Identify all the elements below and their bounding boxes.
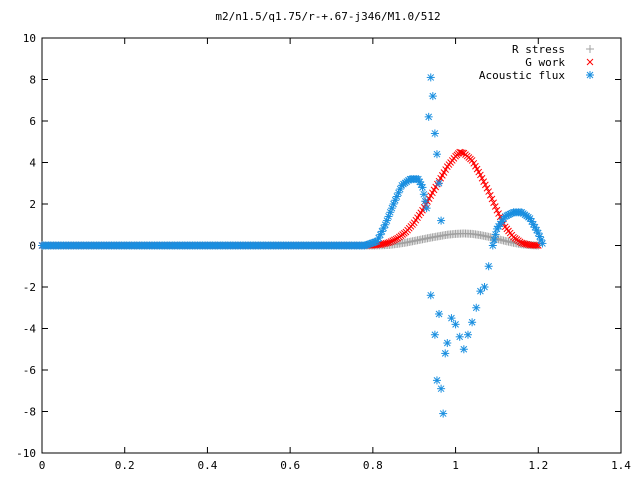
- data-point: [490, 235, 499, 244]
- x-tick-label: 0: [39, 459, 46, 472]
- data-point: [463, 330, 472, 339]
- data-point: [430, 330, 439, 339]
- data-point: [486, 191, 494, 199]
- data-point: [483, 184, 491, 192]
- x-tick-label: 0.2: [115, 459, 135, 472]
- data-point: [472, 303, 481, 312]
- data-point: [441, 349, 450, 358]
- y-tick-label: -8: [23, 406, 36, 419]
- data-point: [480, 283, 489, 291]
- data-point: [488, 195, 496, 203]
- data-point: [459, 345, 468, 354]
- y-tick-label: -4: [23, 323, 37, 336]
- legend-marker: [586, 71, 594, 79]
- data-point: [535, 232, 544, 241]
- y-tick-label: 10: [23, 32, 36, 45]
- data-point: [432, 376, 441, 385]
- data-point: [428, 92, 437, 101]
- legend-label: Acoustic flux: [479, 69, 565, 82]
- data-point: [426, 291, 435, 300]
- data-point: [480, 178, 488, 185]
- data-point: [386, 239, 393, 246]
- data-point: [493, 206, 501, 214]
- data-point: [491, 230, 500, 239]
- data-point: [455, 332, 464, 341]
- legend-label: G work: [525, 56, 565, 69]
- legend-label: R stress: [512, 43, 565, 56]
- data-point: [443, 339, 452, 348]
- data-point: [426, 73, 435, 82]
- data-point: [481, 181, 489, 189]
- chart-title: m2/n1.5/q1.75/r-+.67-j346/M1.0/512: [215, 10, 440, 23]
- data-point: [490, 199, 497, 207]
- y-tick-label: 8: [29, 74, 36, 87]
- y-tick-label: -2: [23, 281, 36, 294]
- data-point: [491, 203, 499, 210]
- data-point: [538, 239, 547, 248]
- y-tick-label: -10: [16, 447, 36, 460]
- data-point: [447, 314, 456, 323]
- x-tick-label: 0.6: [280, 459, 300, 472]
- data-point: [392, 235, 400, 243]
- data-point: [478, 174, 486, 182]
- data-point: [421, 197, 430, 206]
- x-tick-label: 0.4: [197, 459, 217, 472]
- x-tick-label: 1: [452, 459, 459, 472]
- y-tick-label: 0: [29, 240, 36, 253]
- data-point: [439, 409, 448, 418]
- data-point: [484, 262, 493, 271]
- data-point: [477, 171, 484, 179]
- data-point: [389, 237, 397, 245]
- data-point: [451, 320, 460, 329]
- x-tick-label: 1.4: [611, 459, 631, 472]
- legend-marker: [586, 58, 594, 66]
- data-point: [419, 190, 428, 199]
- data-point: [437, 216, 446, 225]
- data-point: [414, 175, 423, 184]
- data-point: [424, 112, 433, 121]
- data-point: [437, 384, 446, 393]
- data-point: [495, 210, 502, 217]
- legend-marker: [586, 45, 594, 53]
- y-tick-label: 4: [29, 157, 36, 170]
- data-point: [422, 204, 431, 213]
- data-point: [488, 241, 497, 250]
- data-point: [432, 150, 441, 159]
- y-tick-label: -6: [23, 364, 36, 377]
- data-point: [435, 309, 444, 318]
- series-acoustic-flux: [38, 73, 547, 418]
- y-tick-label: 2: [29, 198, 36, 211]
- data-point: [387, 238, 395, 245]
- data-point: [435, 179, 444, 188]
- data-point: [391, 236, 398, 244]
- data-point: [418, 183, 427, 192]
- data-point: [537, 235, 546, 244]
- x-tick-label: 1.2: [528, 459, 548, 472]
- data-point: [534, 229, 543, 238]
- data-point: [468, 318, 477, 327]
- data-point: [430, 129, 439, 138]
- data-points: [38, 73, 547, 418]
- data-point: [485, 188, 493, 195]
- x-tick-label: 0.8: [363, 459, 383, 472]
- data-point: [459, 149, 466, 157]
- y-tick-label: 6: [29, 115, 36, 128]
- axes: -10 -8 -6 -4 -2 0 2 4 6 8 10 0 0.2 0.4 0.6 0.8 1 1.2 1.4: [16, 32, 631, 472]
